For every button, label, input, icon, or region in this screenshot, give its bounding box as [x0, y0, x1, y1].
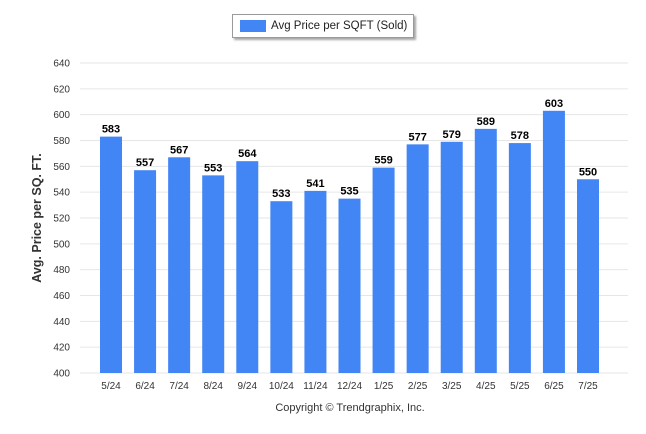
y-tick-label: 580	[53, 136, 70, 147]
bar-value-label: 579	[443, 129, 461, 141]
bar-value-label: 541	[306, 178, 324, 190]
y-tick-label: 600	[53, 110, 70, 121]
y-tick-label: 500	[53, 239, 70, 250]
bar-value-label: 583	[102, 124, 120, 136]
legend-label: Avg Price per SQFT (Sold)	[271, 20, 408, 32]
y-tick-label: 460	[53, 291, 70, 302]
bar-value-label: 578	[511, 130, 529, 142]
x-tick-label: 5/24	[101, 381, 121, 392]
x-tick-label: 4/25	[476, 381, 496, 392]
y-tick-label: 440	[53, 317, 70, 328]
bar	[440, 141, 463, 373]
x-tick-label: 1/25	[374, 381, 394, 392]
y-tick-label: 540	[53, 188, 70, 199]
bar	[168, 157, 191, 373]
bar	[100, 136, 122, 373]
x-tick-label: 9/24	[238, 381, 258, 392]
x-tick-label: 3/25	[442, 381, 462, 392]
bar	[338, 198, 361, 373]
x-tick-label: 10/24	[269, 381, 294, 392]
x-tick-label: 6/25	[544, 381, 564, 392]
bar	[474, 128, 497, 373]
y-axis-title: Avg. Price per SQ. FT.	[30, 153, 44, 282]
y-tick-label: 520	[53, 214, 70, 225]
bar	[202, 175, 225, 373]
bar-value-label: 535	[340, 186, 358, 198]
bar	[134, 170, 157, 373]
y-tick-label: 480	[53, 265, 70, 276]
bar-value-label: 564	[238, 148, 257, 160]
y-tick-label: 400	[53, 369, 70, 380]
bar-value-label: 603	[545, 98, 563, 110]
bar-value-label: 559	[374, 155, 392, 167]
x-tick-label: 8/24	[203, 381, 223, 392]
x-tick-label: 12/24	[337, 381, 362, 392]
bar	[236, 161, 259, 373]
bar	[508, 143, 531, 373]
bar	[270, 201, 293, 373]
bar-value-label: 567	[170, 144, 188, 156]
bar-value-label: 550	[579, 166, 597, 178]
bar	[406, 144, 429, 373]
chart-legend: Avg Price per SQFT (Sold)	[232, 14, 414, 38]
bar-value-label: 533	[272, 188, 290, 200]
bar-value-label: 553	[204, 162, 222, 174]
x-tick-label: 2/25	[408, 381, 428, 392]
copyright-text: Copyright © Trendgraphix, Inc.	[275, 402, 425, 414]
y-tick-label: 620	[53, 84, 70, 95]
bar	[372, 167, 395, 373]
x-tick-label: 6/24	[135, 381, 155, 392]
bar	[304, 190, 327, 373]
x-tick-label: 7/24	[169, 381, 189, 392]
y-tick-label: 420	[53, 343, 70, 354]
y-tick-label: 640	[53, 59, 70, 70]
x-tick-label: 11/24	[303, 381, 328, 392]
legend-swatch	[240, 20, 266, 32]
x-tick-label: 7/25	[578, 381, 598, 392]
x-tick-label: 5/25	[510, 381, 530, 392]
bar-value-label: 577	[408, 131, 426, 143]
bar	[577, 179, 599, 373]
bar-value-label: 589	[477, 116, 495, 128]
y-tick-label: 560	[53, 162, 70, 173]
bar	[542, 110, 565, 374]
bar-value-label: 557	[136, 157, 154, 169]
